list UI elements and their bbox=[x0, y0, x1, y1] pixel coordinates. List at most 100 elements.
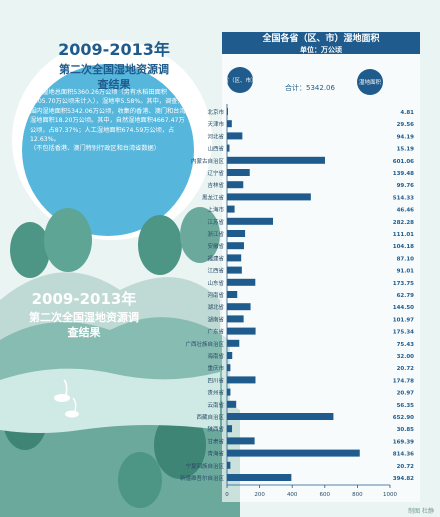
province-header: 省（区、市） bbox=[223, 76, 256, 84]
x-tick-label: 600 bbox=[320, 492, 331, 498]
data-label: 87.10 bbox=[397, 256, 415, 262]
data-label: 46.46 bbox=[397, 208, 415, 214]
category-label: 重庆市 bbox=[207, 364, 224, 372]
bar bbox=[227, 474, 292, 481]
bar bbox=[227, 291, 238, 298]
category-label: 广东省 bbox=[207, 328, 224, 336]
bar bbox=[227, 315, 244, 323]
data-label: 111.01 bbox=[393, 232, 414, 238]
category-label: 新疆维吾尔自治区 bbox=[180, 474, 225, 482]
data-label: 394.82 bbox=[393, 476, 414, 482]
bar bbox=[227, 217, 274, 225]
bar bbox=[227, 230, 246, 237]
x-tick-label: 800 bbox=[352, 492, 363, 498]
bottom-title-block: 2009-2013年 第二次全国湿地资源调查结果 bbox=[4, 290, 164, 340]
bar bbox=[227, 156, 325, 164]
data-label: 175.34 bbox=[393, 330, 414, 336]
data-label: 20.72 bbox=[397, 464, 415, 470]
category-label: 河南省 bbox=[207, 291, 224, 299]
category-label: 安徽省 bbox=[207, 242, 224, 250]
data-label: 62.79 bbox=[397, 293, 415, 299]
data-label: 101.97 bbox=[393, 317, 414, 323]
intro-circle-inner bbox=[22, 64, 194, 236]
data-label: 173.75 bbox=[393, 281, 414, 287]
bar bbox=[227, 144, 230, 152]
category-label: 内蒙古自治区 bbox=[191, 157, 225, 165]
bar bbox=[227, 449, 360, 457]
category-label: 海南省 bbox=[207, 352, 224, 360]
category-label: 江西省 bbox=[207, 267, 224, 275]
category-label: 甘肃省 bbox=[207, 437, 224, 445]
tree-icon bbox=[138, 215, 182, 275]
bar bbox=[227, 327, 256, 335]
bar bbox=[227, 181, 244, 189]
category-label: 湖南省 bbox=[207, 315, 224, 323]
chart-unit: 单位：万公顷 bbox=[300, 46, 342, 54]
category-label: 吉林省 bbox=[207, 181, 224, 189]
intro-body: 全国湿地总面积5360.26万公顷（另有水稻田面积3005.70万公顷未计入），… bbox=[30, 88, 186, 154]
bottom-heading: 2009-2013年 bbox=[31, 290, 137, 308]
bar bbox=[227, 352, 233, 359]
data-label: 94.19 bbox=[397, 134, 415, 140]
category-label: 天津市 bbox=[207, 120, 224, 128]
bar bbox=[227, 169, 250, 176]
x-axis-ticks: 0 200 400 600 800 1000 bbox=[225, 485, 397, 498]
bar bbox=[227, 242, 244, 250]
data-label: 139.48 bbox=[393, 171, 414, 177]
data-label: 32.00 bbox=[397, 354, 415, 360]
x-tick-label: 1000 bbox=[383, 492, 397, 498]
bar bbox=[227, 413, 334, 420]
tree-icon bbox=[154, 411, 206, 479]
value-header-bubble bbox=[357, 69, 383, 95]
x-tick-label: 0 bbox=[225, 492, 229, 498]
category-label: 青海省 bbox=[207, 450, 224, 458]
category-label: 西藏自治区 bbox=[196, 413, 224, 421]
bar bbox=[227, 376, 256, 384]
tree-icon bbox=[118, 452, 162, 508]
bar bbox=[227, 437, 255, 445]
data-label: 282.28 bbox=[393, 220, 414, 226]
category-label: 江苏省 bbox=[207, 218, 224, 226]
x-tick-label: 200 bbox=[254, 492, 265, 498]
lake bbox=[0, 368, 220, 433]
category-label: 山西省 bbox=[207, 145, 224, 153]
bar-series: 北京市 4.81 天津市 29.56 河北省 94.19 山西省 15.19 内蒙古自治区 601… bbox=[180, 108, 414, 482]
category-label: 北京市 bbox=[207, 108, 224, 116]
total-label: 合计：5342.06 bbox=[285, 83, 335, 92]
data-label: 601.06 bbox=[393, 159, 414, 165]
intro-title: 2009-2013年 bbox=[58, 40, 170, 59]
intro-body-note: （不包括香港、澳门特别行政区和台湾省数据） bbox=[30, 145, 160, 153]
tree-icon bbox=[10, 222, 50, 278]
bar bbox=[227, 254, 242, 262]
data-label: 514.33 bbox=[393, 195, 414, 201]
data-label: 20.72 bbox=[397, 366, 415, 372]
bar bbox=[227, 339, 240, 347]
bar bbox=[227, 120, 232, 128]
chart-title-bar: 全国各省（区、市）湿地面积 单位：万公顷 bbox=[222, 32, 420, 54]
swan-icon bbox=[54, 379, 79, 418]
bar bbox=[227, 266, 242, 274]
data-label: 144.50 bbox=[393, 305, 414, 311]
category-label: 黑龙江省 bbox=[202, 193, 225, 201]
intro-body-paragraph: 全国湿地总面积5360.26万公顷（另有水稻田面积3005.70万公顷未计入），… bbox=[30, 89, 186, 144]
data-label: 169.39 bbox=[393, 439, 414, 445]
category-label: 云南省 bbox=[207, 401, 224, 409]
category-label: 宁夏回族自治区 bbox=[185, 462, 224, 470]
category-label: 四川省 bbox=[207, 376, 224, 384]
province-header-bubble bbox=[227, 67, 253, 93]
category-label: 山东省 bbox=[207, 279, 224, 287]
tree-icon bbox=[180, 207, 220, 263]
intro-subtitle: 第二次全国湿地资源调查结果 bbox=[59, 63, 169, 91]
chart-title: 全国各省（区、市）湿地面积 bbox=[262, 34, 380, 44]
data-label: 29.56 bbox=[397, 122, 415, 128]
bar bbox=[227, 108, 228, 115]
bar bbox=[227, 303, 251, 311]
credit: 制图 杜静 bbox=[408, 508, 434, 515]
category-label: 辽宁省 bbox=[207, 169, 224, 177]
bar bbox=[227, 388, 231, 396]
category-label: 陕西省 bbox=[207, 425, 224, 433]
value-header: 湿地面积 bbox=[359, 78, 382, 86]
data-label: 20.97 bbox=[397, 391, 415, 397]
data-label: 652.90 bbox=[393, 415, 414, 421]
